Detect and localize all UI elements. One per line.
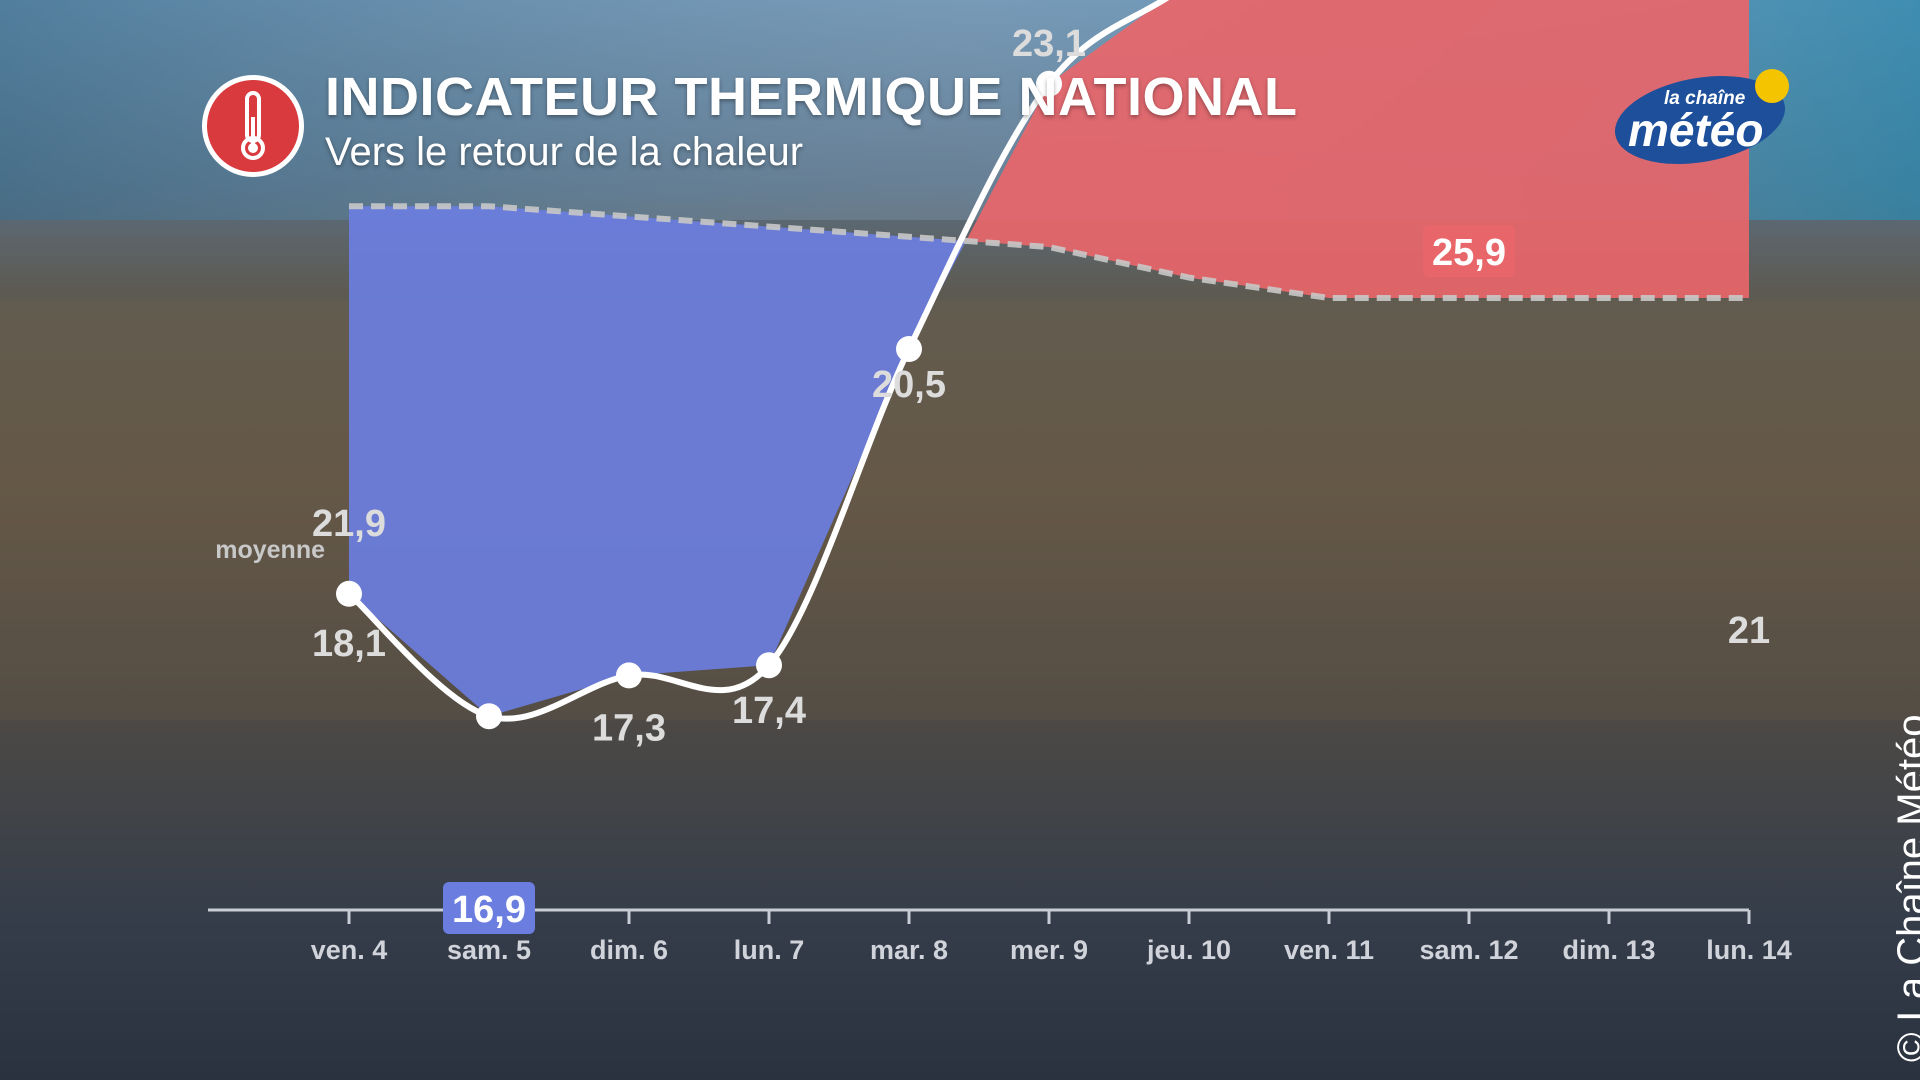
average-end-label: 21 bbox=[1728, 610, 1770, 652]
x-tick-label: sam. 5 bbox=[447, 935, 531, 965]
x-tick-label: dim. 6 bbox=[590, 935, 668, 965]
data-point bbox=[896, 336, 922, 362]
average-line bbox=[349, 203, 1749, 301]
x-tick-label: ven. 4 bbox=[311, 935, 388, 965]
average-series-label: moyenne bbox=[215, 536, 325, 564]
forecast-line bbox=[347, 0, 1170, 722]
above-average-area bbox=[966, 0, 1749, 298]
data-label: 17,4 bbox=[732, 690, 806, 732]
data-label: 18,1 bbox=[312, 623, 386, 665]
chart-title: INDICATEUR THERMIQUE NATIONAL bbox=[325, 67, 1298, 127]
chart-subtitle: Vers le retour de la chaleur bbox=[325, 130, 804, 174]
data-point bbox=[1036, 70, 1062, 97]
x-tick-label: ven. 11 bbox=[1284, 935, 1374, 965]
average-start-label: 21,9 bbox=[312, 503, 386, 545]
data-label: 17,3 bbox=[592, 707, 666, 749]
data-label: 20,5 bbox=[872, 364, 946, 406]
x-tick-label: sam. 12 bbox=[1419, 935, 1518, 965]
x-tick-label: lun. 14 bbox=[1706, 935, 1792, 965]
x-tick-label: mer. 9 bbox=[1010, 935, 1088, 965]
x-tick-label: lun. 7 bbox=[734, 935, 805, 965]
la-chaine-meteo-logo: la chaîne météo bbox=[1614, 69, 1789, 164]
data-point bbox=[756, 652, 782, 679]
x-tick-label: jeu. 10 bbox=[1146, 935, 1231, 965]
data-point bbox=[476, 703, 502, 730]
min-value-badge bbox=[443, 882, 535, 934]
data-label: 23,1 bbox=[1012, 23, 1086, 65]
data-point bbox=[616, 662, 642, 689]
x-tick-label: dim. 13 bbox=[1562, 935, 1655, 965]
data-label: 25,9 bbox=[1432, 232, 1506, 274]
logo-line-1: la chaîne bbox=[1664, 88, 1746, 109]
x-tick-label: mar. 8 bbox=[870, 935, 948, 965]
data-label: 16,9 bbox=[452, 889, 526, 931]
below-average-area bbox=[349, 206, 967, 717]
max-value-badge bbox=[1423, 225, 1515, 277]
thermometer-icon bbox=[202, 75, 304, 177]
copyright-notice: © La Chaîne Météo bbox=[1890, 714, 1920, 1062]
data-point bbox=[336, 580, 362, 607]
logo-line-2: météo bbox=[1628, 104, 1763, 156]
